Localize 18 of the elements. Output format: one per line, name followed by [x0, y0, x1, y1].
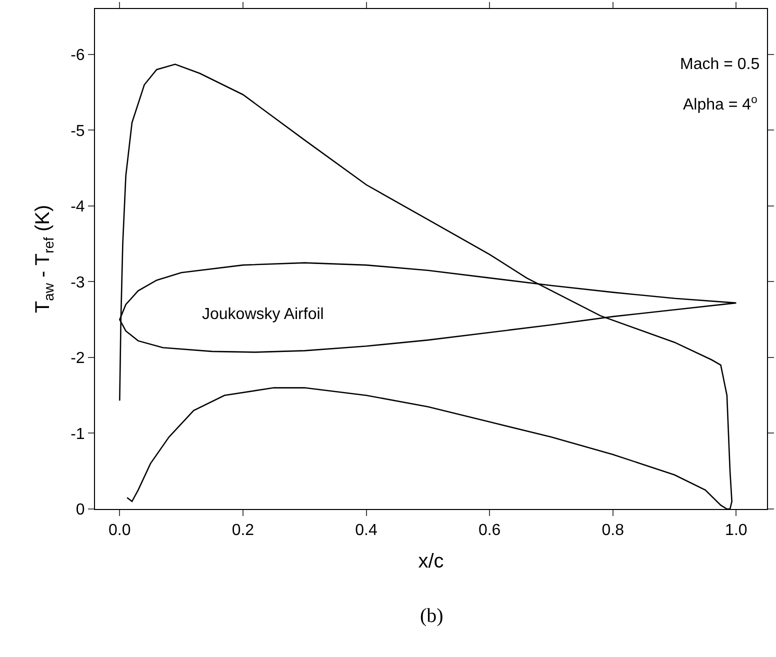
y-tick-label: 0: [76, 502, 85, 519]
y-tick-label: -2: [70, 350, 85, 368]
annotation: Alpha = 4$^{o}$: [683, 94, 758, 114]
x-tick-label: 0.8: [602, 522, 624, 540]
x-axis-title: x/c: [418, 550, 444, 573]
y-tick-label: -1: [70, 426, 85, 443]
y-tick-label: -4: [70, 198, 85, 216]
y-tick-label: -5: [70, 122, 85, 140]
y-tick-label: -3: [70, 274, 85, 292]
x-tick-label: 0.6: [478, 522, 501, 540]
annotation: Joukowsky Airfoil: [202, 306, 324, 323]
y-tick-label: -6: [70, 47, 85, 64]
text: (b): [420, 605, 444, 627]
annotation: Mach = 0.5: [680, 56, 760, 73]
x-tick-label: 0.0: [108, 522, 131, 540]
x-tick-label: 1.0: [725, 522, 748, 540]
x-tick-label: 0.2: [232, 522, 254, 540]
x-tick-label: 0.4: [355, 522, 378, 540]
